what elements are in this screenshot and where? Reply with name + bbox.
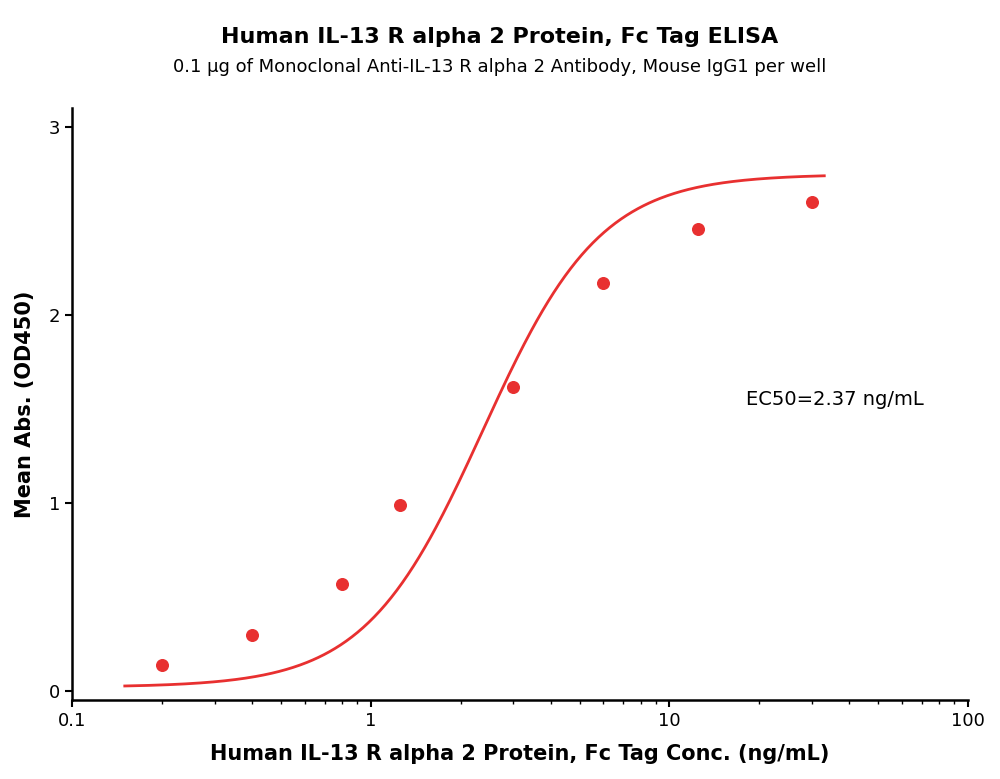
Y-axis label: Mean Abs. (OD450): Mean Abs. (OD450) (15, 291, 35, 518)
Point (392, 499, 408, 511)
Point (154, 658, 170, 671)
Text: 0.1 μg of Monoclonal Anti-IL-13 R alpha 2 Antibody, Mouse IgG1 per well: 0.1 μg of Monoclonal Anti-IL-13 R alpha … (173, 58, 827, 76)
Point (334, 577, 350, 590)
Point (690, 223, 706, 235)
Point (804, 196, 820, 209)
X-axis label: Human IL-13 R alpha 2 Protein, Fc Tag Conc. (ng/mL): Human IL-13 R alpha 2 Protein, Fc Tag Co… (210, 744, 830, 764)
Text: Human IL-13 R alpha 2 Protein, Fc Tag ELISA: Human IL-13 R alpha 2 Protein, Fc Tag EL… (221, 27, 779, 48)
Point (595, 277, 611, 290)
Point (244, 629, 260, 641)
Text: EC50=2.37 ng/mL: EC50=2.37 ng/mL (746, 390, 923, 409)
Point (505, 380, 521, 393)
